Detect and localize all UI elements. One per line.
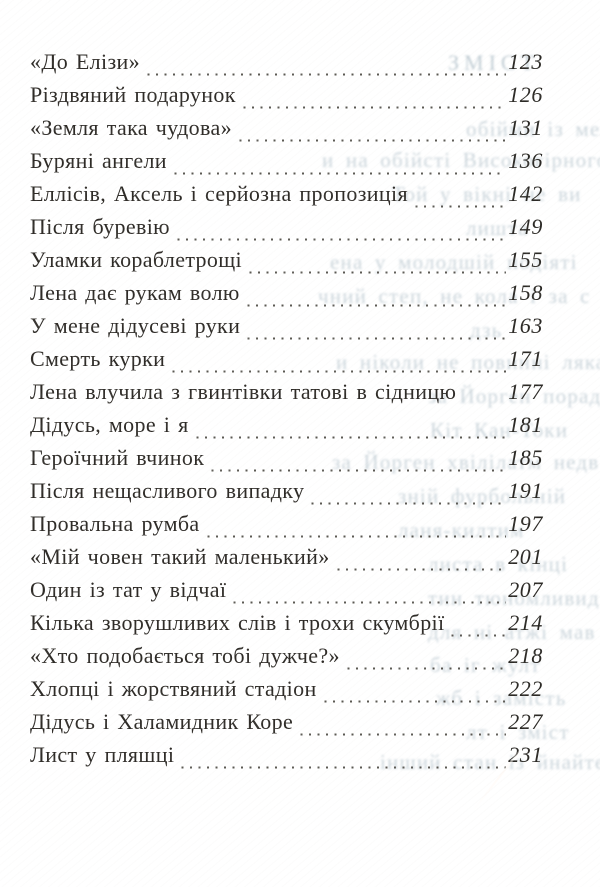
dot-leader <box>211 469 507 472</box>
chapter-title: Лена дає рукам волю <box>30 280 240 305</box>
table-of-contents: «До Елізи» 123 Різдвяний подарунок 126 «… <box>30 49 543 775</box>
page-number: 231 <box>508 742 543 767</box>
toc-entry: «Земля така чудова» 131 <box>30 115 543 148</box>
page-number: 185 <box>508 445 543 470</box>
dot-leader <box>311 502 507 505</box>
chapter-title: Провальна румба <box>30 511 200 536</box>
chapter-title: Уламки кораблетрощі <box>30 247 243 272</box>
toc-entry: Кілька зворушливих слів і трохи скумбрії… <box>30 610 543 643</box>
toc-entry: У мене дідусеві руки 163 <box>30 313 543 346</box>
dot-leader <box>249 271 507 274</box>
page-number: 142 <box>508 181 543 206</box>
page-number: 126 <box>508 82 543 107</box>
page-number: 131 <box>508 115 543 140</box>
page-number: 171 <box>508 346 543 371</box>
dot-leader <box>463 403 506 406</box>
chapter-title: «Мій човен такий маленький» <box>30 544 330 569</box>
page-number: 191 <box>508 478 543 503</box>
toc-entry: Провальна румба 197 <box>30 511 543 544</box>
chapter-title: Після буревію <box>30 214 170 239</box>
page-number: 222 <box>508 676 543 701</box>
toc-entry: Лена влучила з гвинтівки татові в сідниц… <box>30 379 543 412</box>
toc-entry: «До Елізи» 123 <box>30 49 543 82</box>
dot-leader <box>176 238 507 241</box>
dot-leader <box>242 106 507 109</box>
chapter-title: Після нещасливого випадку <box>30 478 305 503</box>
dot-leader <box>146 73 507 76</box>
toc-entry: Дідусь, море і я 181 <box>30 412 543 445</box>
chapter-title: Хлопці і жорствяний стадіон <box>30 676 317 701</box>
chapter-title: «До Елізи» <box>30 49 140 74</box>
page-number: 158 <box>508 280 543 305</box>
chapter-title: Дідусь, море і я <box>30 412 189 437</box>
toc-entry: «Мій човен такий маленький» 201 <box>30 544 543 577</box>
dot-leader <box>323 700 507 703</box>
page-number: 177 <box>508 379 543 404</box>
page-number: 181 <box>508 412 543 437</box>
page-number: 136 <box>508 148 543 173</box>
toc-entry: Дідусь і Халамидник Коре 227 <box>30 709 543 742</box>
toc-entry: Героїчний вчинок 185 <box>30 445 543 478</box>
toc-entry: Лист у пляшці 231 <box>30 742 543 775</box>
chapter-title: Різдвяний подарунок <box>30 82 236 107</box>
dot-leader <box>233 601 507 604</box>
dot-leader <box>451 634 507 637</box>
chapter-title: Один із тат у відчаї <box>30 577 227 602</box>
chapter-title: Дідусь і Халамидник Коре <box>30 709 294 734</box>
page-number: 197 <box>508 511 543 536</box>
page-number: 201 <box>508 544 543 569</box>
dot-leader <box>195 436 507 439</box>
chapter-title: Еллісів, Аксель і серйозна пропозиція <box>30 181 408 206</box>
dot-leader <box>173 172 507 175</box>
toc-entry: Після нещасливого випадку 191 <box>30 478 543 511</box>
dot-leader <box>247 337 507 340</box>
dot-leader <box>181 766 507 769</box>
dot-leader <box>414 205 507 208</box>
chapter-title: Героїчний вчинок <box>30 445 205 470</box>
toc-entry: «Хто подобається тобі дужче?» 218 <box>30 643 543 676</box>
chapter-title: Кілька зворушливих слів і трохи скумбрії <box>30 610 445 635</box>
chapter-title: Буряні ангели <box>30 148 167 173</box>
page-number: 214 <box>508 610 543 635</box>
dot-leader <box>246 304 507 307</box>
page-number: 163 <box>508 313 543 338</box>
toc-entry: Хлопці і жорствяний стадіон 222 <box>30 676 543 709</box>
chapter-title: Лена влучила з гвинтівки татові в сідниц… <box>30 379 457 404</box>
page-number: 207 <box>508 577 543 602</box>
chapter-title: Смерть курки <box>30 346 166 371</box>
dot-leader <box>300 733 507 736</box>
toc-entry: Буряні ангели 136 <box>30 148 543 181</box>
toc-entry: Еллісів, Аксель і серйозна пропозиція 14… <box>30 181 543 214</box>
page-number: 227 <box>508 709 543 734</box>
toc-entry: Лена дає рукам волю 158 <box>30 280 543 313</box>
toc-entry: Після буревію 149 <box>30 214 543 247</box>
chapter-title: «Земля така чудова» <box>30 115 232 140</box>
dot-leader <box>238 139 507 142</box>
page-number: 149 <box>508 214 543 239</box>
toc-entry: Смерть курки 171 <box>30 346 543 379</box>
page-number: 123 <box>508 49 543 74</box>
page-number: 155 <box>508 247 543 272</box>
dot-leader <box>172 370 507 373</box>
chapter-title: У мене дідусеві руки <box>30 313 241 338</box>
dot-leader <box>206 535 507 538</box>
toc-entry: Один із тат у відчаї 207 <box>30 577 543 610</box>
chapter-title: «Хто подобається тобі дужче?» <box>30 643 340 668</box>
chapter-title: Лист у пляшці <box>30 742 175 767</box>
toc-entry: Уламки кораблетрощі 155 <box>30 247 543 280</box>
dot-leader <box>336 568 507 571</box>
toc-entry: Різдвяний подарунок 126 <box>30 82 543 115</box>
page-number: 218 <box>508 643 543 668</box>
dot-leader <box>346 667 507 670</box>
